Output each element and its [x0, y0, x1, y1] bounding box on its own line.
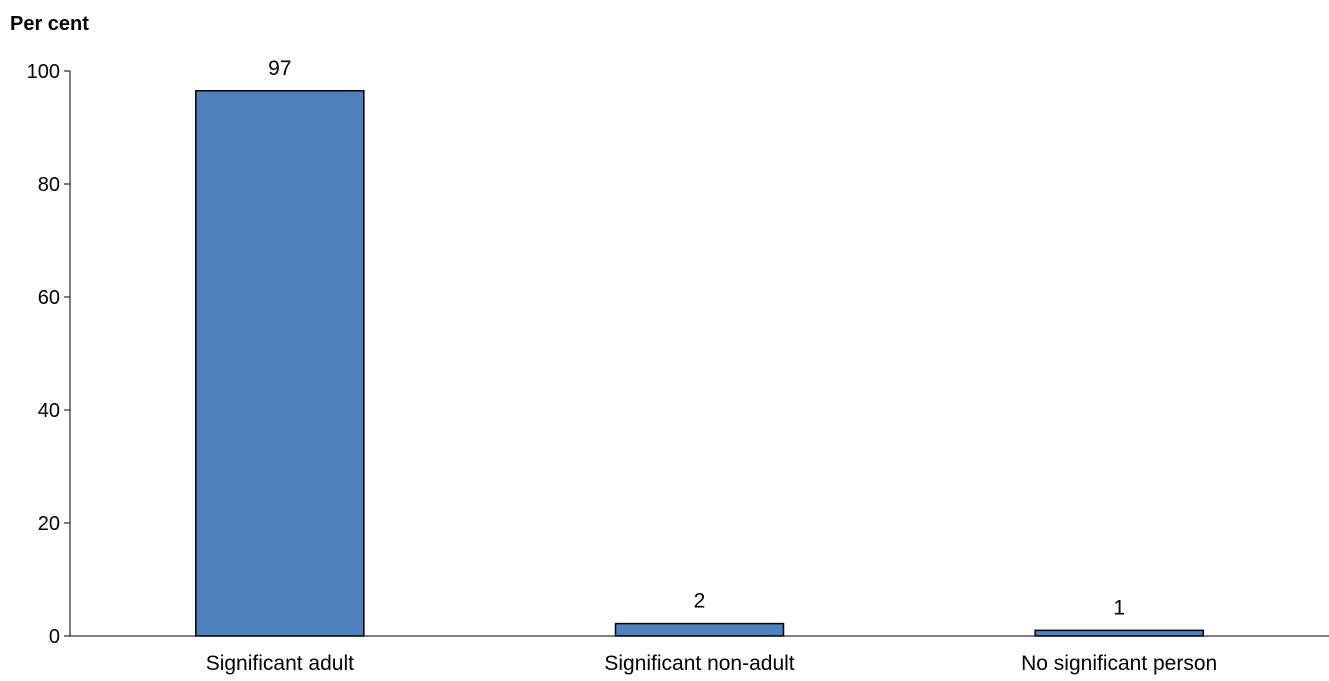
data-label: 97	[268, 57, 291, 80]
bar	[614, 622, 785, 637]
category-label: Significant non-adult	[604, 652, 794, 675]
bars	[195, 90, 1204, 637]
data-label: 1	[1113, 596, 1125, 619]
category-label: Significant adult	[206, 652, 354, 675]
x-axis: Significant adult Significant non-adult No…	[206, 652, 1218, 675]
y-axis-label: Per cent	[10, 13, 89, 35]
category-label: No significant person	[1021, 652, 1217, 675]
y-tick-label: 0	[49, 626, 60, 648]
data-labels: 97 2 1	[268, 57, 1125, 620]
y-tick-label: 80	[38, 174, 60, 196]
y-tick-label: 20	[38, 513, 60, 535]
y-axis: 0 20 40 60 80 100	[27, 61, 70, 648]
y-tick-label: 100	[27, 61, 60, 83]
data-label: 2	[694, 590, 706, 613]
bar	[1034, 629, 1204, 637]
y-tick-label: 40	[38, 400, 60, 422]
bar	[195, 90, 365, 637]
y-tick-label: 60	[38, 287, 60, 309]
